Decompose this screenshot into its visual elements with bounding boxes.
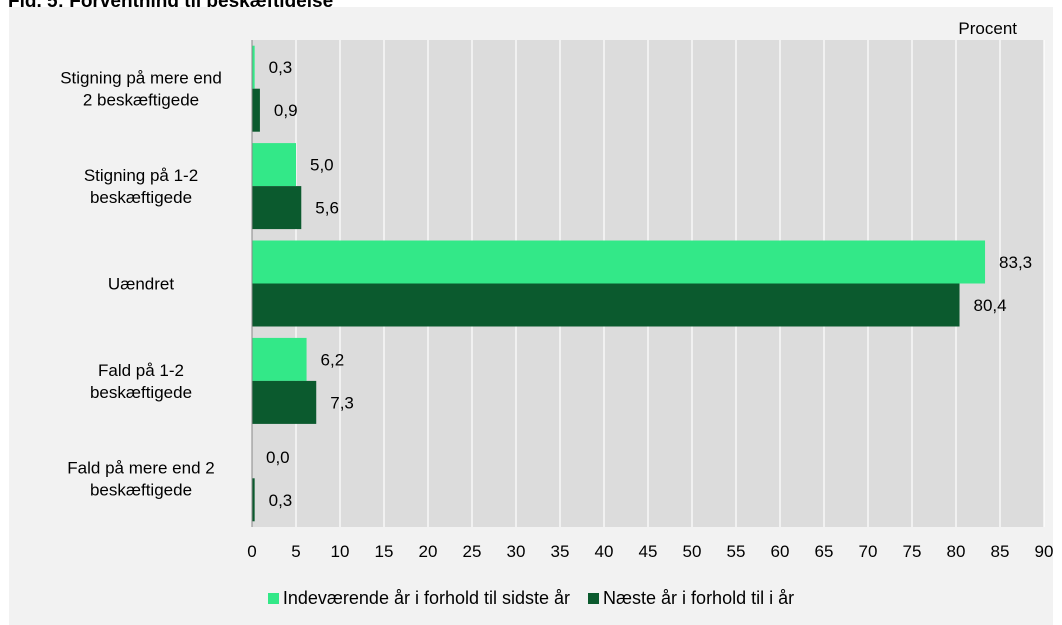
x-tick-label: 55 (727, 542, 746, 561)
x-tick-label: 90 (1035, 542, 1054, 561)
legend-swatch (588, 593, 600, 604)
bar-series-1 (252, 337, 307, 381)
legend-swatch (267, 593, 279, 604)
x-tick-label: 60 (771, 542, 790, 561)
data-label: 0,3 (269, 491, 293, 510)
bar-series-1 (252, 143, 296, 187)
bar-series-2 (252, 283, 960, 327)
legend-label: Næste år i forhold til i år (603, 588, 795, 608)
x-tick-label: 80 (947, 542, 966, 561)
legend-item-2: Næste år i forhold til i år (588, 588, 794, 609)
x-tick-label: 10 (331, 542, 350, 561)
x-tick-label: 70 (859, 542, 878, 561)
plot-area: 0,3 0,9 Stigning på mere end 2 beskæftigede… (60, 40, 1053, 561)
data-label: 5,0 (310, 156, 334, 175)
bar-series-2 (252, 88, 260, 132)
data-label: 5,6 (315, 199, 339, 218)
unit-label: Procent (958, 19, 1017, 38)
data-label: 83,3 (999, 253, 1032, 272)
bar-series-2 (252, 186, 302, 230)
bar-series-1 (252, 45, 255, 89)
data-label: 0,9 (274, 101, 298, 120)
bar-series-2 (252, 380, 317, 424)
category-label: Fald på 1-2 beskæftigede (90, 361, 192, 402)
x-tick-label: 45 (639, 542, 658, 561)
x-tick-label: 15 (375, 542, 394, 561)
category-label: Fald på mere end 2 beskæftigede (67, 458, 214, 499)
x-tick-label: 85 (991, 542, 1010, 561)
x-tick-label: 30 (507, 542, 526, 561)
x-tick-label: 0 (247, 542, 256, 561)
data-label: 80,4 (974, 296, 1007, 315)
legend: Indeværende år i forhold til sidste år Næ… (0, 588, 1062, 609)
category-label: Stigning på mere end 2 beskæftigede (60, 69, 222, 110)
x-tick-label: 25 (463, 542, 482, 561)
x-tick-label: 5 (291, 542, 300, 561)
x-tick-label: 50 (683, 542, 702, 561)
bar-series-2 (252, 478, 255, 522)
data-label: 0,3 (269, 58, 293, 77)
x-tick-label: 65 (815, 542, 834, 561)
x-tick-label: 40 (595, 542, 614, 561)
data-label: 7,3 (330, 393, 354, 412)
bar-series-1 (252, 240, 986, 284)
data-label: 0,0 (266, 448, 290, 467)
x-tick-label: 75 (903, 542, 922, 561)
x-tick-label: 35 (551, 542, 570, 561)
x-tick-label: 20 (419, 542, 438, 561)
category-label: Uændret (108, 275, 174, 294)
data-label: 6,2 (321, 350, 345, 369)
legend-item-1: Indeværende år i forhold til sidste år (267, 588, 571, 609)
category-label: Stigning på 1-2 beskæftigede (84, 166, 198, 207)
legend-label: Indeværende år i forhold til sidste år (282, 588, 571, 608)
